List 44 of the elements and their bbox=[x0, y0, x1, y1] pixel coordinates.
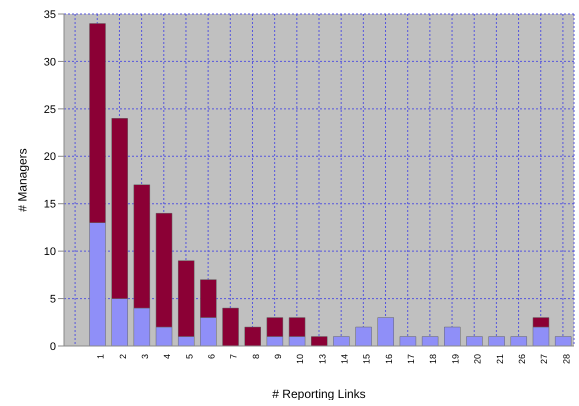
y-tick-label: 25 bbox=[44, 104, 56, 116]
bar bbox=[510, 336, 528, 346]
bar bbox=[244, 326, 261, 346]
x-tick-label: 9 bbox=[273, 354, 284, 360]
x-tick-label: 6 bbox=[206, 354, 217, 360]
bar bbox=[422, 336, 438, 346]
x-tick-label: 21 bbox=[494, 354, 505, 364]
y-tick-label: 30 bbox=[44, 56, 56, 68]
x-tick-label: 5 bbox=[184, 354, 194, 360]
x-tick-label: 4 bbox=[162, 354, 172, 360]
x-tick-label: 15 bbox=[362, 354, 372, 364]
x-tick-label: 3 bbox=[140, 354, 150, 360]
bar bbox=[222, 308, 239, 346]
x-tick-label: 8 bbox=[250, 354, 261, 360]
y-tick-label: 35 bbox=[44, 8, 56, 21]
bar bbox=[355, 326, 372, 346]
x-tick-label: 16 bbox=[384, 354, 394, 364]
bar bbox=[488, 336, 505, 346]
x-tick-label: 20 bbox=[472, 354, 483, 364]
x-tick-label: 14 bbox=[340, 354, 350, 364]
bar bbox=[378, 317, 394, 346]
x-tick-label: 19 bbox=[450, 354, 460, 364]
x-tick-label: 1 bbox=[96, 354, 106, 360]
bar bbox=[310, 336, 328, 346]
x-tick-label: 26 bbox=[516, 354, 527, 364]
x-tick-label: 28 bbox=[561, 354, 572, 364]
y-tick-label: 0 bbox=[50, 340, 56, 353]
y-tick-label: 15 bbox=[44, 198, 56, 211]
x-tick-label: 17 bbox=[406, 354, 416, 364]
x-tick-label: 2 bbox=[118, 354, 128, 360]
y-tick-label: 20 bbox=[44, 151, 56, 164]
x-tick-label: 7 bbox=[228, 354, 239, 360]
bar bbox=[333, 336, 350, 346]
x-tick-label: 10 bbox=[295, 354, 306, 364]
x-tick-label: 27 bbox=[539, 354, 550, 364]
y-tick-label: 10 bbox=[44, 246, 56, 258]
y-axis-title: # Managers bbox=[15, 148, 30, 212]
x-tick-label: 18 bbox=[428, 354, 438, 364]
bar bbox=[466, 336, 483, 346]
bar bbox=[444, 326, 461, 346]
bar bbox=[554, 336, 572, 346]
bar bbox=[400, 336, 416, 346]
y-tick-label: 5 bbox=[50, 293, 56, 306]
x-tick-label: 13 bbox=[317, 354, 328, 364]
